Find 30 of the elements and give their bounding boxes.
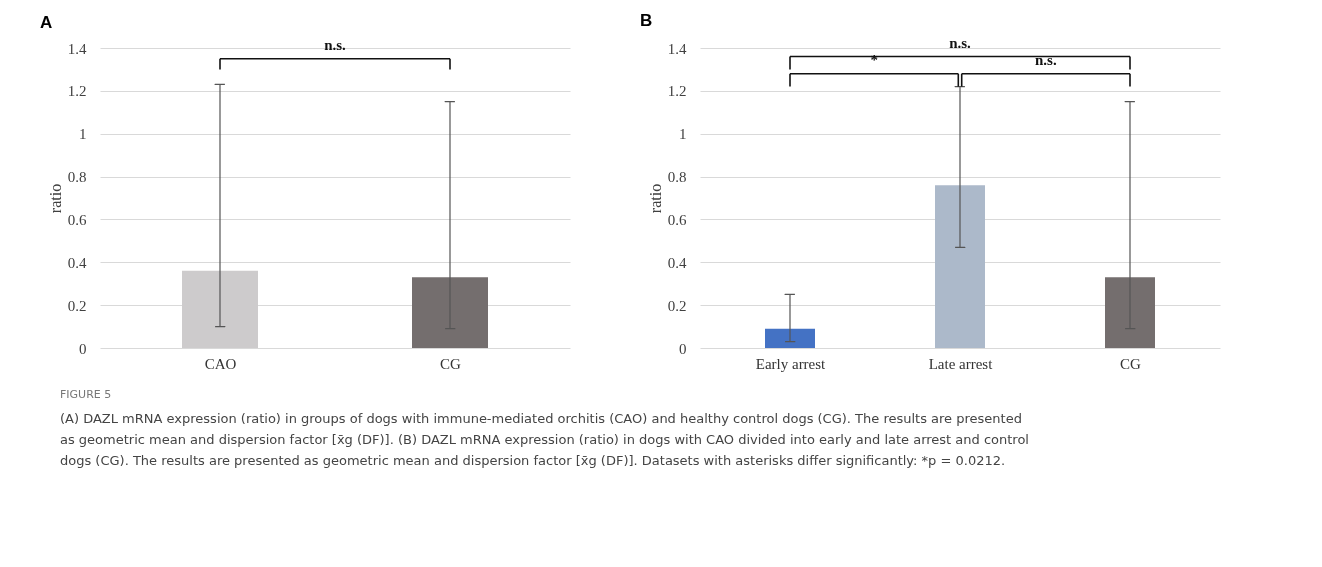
y-axis-title: ratio <box>646 183 664 214</box>
y-tick-label: 0.6 <box>667 211 687 228</box>
y-tick-label: 1.4 <box>667 40 687 57</box>
y-tick-label: 0.4 <box>67 254 87 271</box>
annotation: n.s. <box>1035 52 1057 69</box>
text: (A) DAZL mRNA expression (ratio) in groups of dogs with immune-mediated orchitis (CAO) and healthy control dogs (CG). The results are presented as geometric mean and dispersion factor [x̄g (DF)]. (B) DAZL mRNA expression (ratio) in dogs with CAO divided into early and late arrest and control dogs (CG). The results are presented as geometric mean and dispersion factor [x̄g (DF)]. Datasets with asterisks differ significantly: *p = 0.0212. <box>60 411 1029 468</box>
y-tick-label: 1 <box>679 126 687 143</box>
y-tick-label: 0.6 <box>67 211 87 228</box>
y-tick-label: 1 <box>79 126 87 143</box>
x-tick-label: Late arrest <box>928 355 994 372</box>
y-tick-label: 0.2 <box>67 297 87 314</box>
y-tick-label: 1.2 <box>667 83 687 100</box>
y-axis-title: ratio <box>46 183 64 214</box>
x-tick-label: CAO <box>204 355 237 372</box>
y-tick-label: 0.8 <box>667 169 687 186</box>
annotation: n.s. <box>949 35 972 52</box>
chart-title: A <box>40 13 53 33</box>
annotation: n.s. <box>324 37 347 54</box>
x-tick-label: CG <box>1120 355 1142 372</box>
y-tick-label: 0.8 <box>67 169 87 186</box>
x-tick-label: Early arrest <box>755 355 827 372</box>
y-tick-label: 1.4 <box>67 40 87 57</box>
caption: FIGURE 5 <box>60 388 112 401</box>
y-tick-label: 1.2 <box>67 83 87 100</box>
y-tick-label: 0 <box>679 340 687 357</box>
x-tick-label: CG <box>440 355 462 372</box>
y-tick-label: 0.2 <box>667 297 687 314</box>
y-tick-label: 0 <box>79 340 87 357</box>
chart-title: B <box>640 11 653 31</box>
y-tick-label: 0.4 <box>667 254 687 271</box>
